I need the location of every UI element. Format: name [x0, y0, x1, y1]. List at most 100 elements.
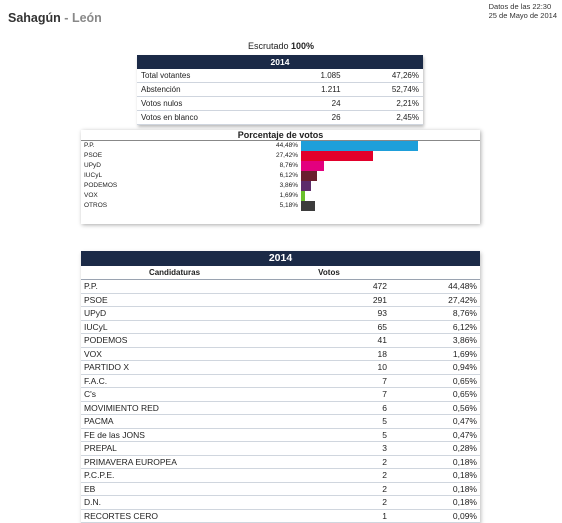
chart-row: PODEMOS 3,86% — [81, 181, 480, 191]
party-votes: 18 — [268, 347, 390, 361]
title-separator: - — [64, 11, 69, 25]
table-row: PACMA 5 0,47% — [81, 414, 480, 429]
municipality-name: Sahagún — [8, 11, 61, 25]
party-votes: 65 — [268, 320, 390, 334]
table-row: RECORTES CERO 1 0,09% — [81, 509, 480, 523]
chart-title: Porcentaje de votos — [81, 130, 480, 141]
table-row: PREPAL 3 0,28% — [81, 441, 480, 456]
party-percent: 8,76% — [390, 306, 480, 321]
party-name: PARTIDO X — [81, 360, 268, 375]
summary-label: Total votantes — [137, 69, 282, 83]
summary-count: 24 — [281, 96, 345, 111]
party-name: PODEMOS — [81, 333, 268, 348]
summary-percent: 52,74% — [344, 82, 423, 97]
summary-row: Total votantes 1.085 47,26% — [137, 69, 423, 83]
vote-percentage-chart: Porcentaje de votos P.P. 44,48% PSOE 27,42%… — [81, 130, 480, 224]
table-row: UPyD 93 8,76% — [81, 306, 480, 321]
chart-category-label: PSOE — [84, 152, 103, 159]
party-name: VOX — [81, 347, 268, 361]
party-percent: 6,12% — [390, 320, 480, 334]
party-percent: 0,56% — [390, 401, 480, 415]
table-row: PSOE 291 27,42% — [81, 293, 480, 307]
results-table: Candidaturas Votos P.P. 472 44,48% PSOE 291 2… — [81, 266, 480, 523]
party-votes: 2 — [268, 482, 390, 496]
chart-category-label: IUCyL — [84, 172, 103, 179]
party-percent: 0,09% — [390, 509, 480, 523]
results-year-header: 2014 — [81, 251, 480, 266]
summary-label: Abstención — [137, 82, 282, 97]
party-name: IUCyL — [81, 320, 268, 334]
party-votes: 5 — [268, 414, 390, 429]
col-header-percent — [390, 266, 480, 280]
party-percent: 1,69% — [390, 347, 480, 361]
table-row: IUCyL 65 6,12% — [81, 320, 480, 334]
party-percent: 44,48% — [390, 279, 480, 294]
party-name: P.C.P.E. — [81, 468, 268, 483]
party-percent: 0,65% — [390, 374, 480, 388]
turnout-summary-table: 2014 Total votantes 1.085 47,26% Abstención… — [137, 55, 423, 125]
chart-bar — [301, 181, 312, 191]
scrutiny-status: Escrutado 100% — [0, 41, 562, 51]
table-row: P.C.P.E. 2 0,18% — [81, 468, 480, 483]
chart-category-label: UPyD — [84, 162, 101, 169]
chart-value-label: 5,18% — [279, 202, 298, 209]
party-name: MOVIMIENTO RED — [81, 401, 268, 415]
chart-row: VOX 1,69% — [81, 191, 480, 201]
summary-percent: 2,45% — [344, 110, 423, 125]
party-name: RECORTES CERO — [81, 509, 268, 523]
summary-row: Votos en blanco 26 2,45% — [137, 110, 423, 125]
party-name: P.P. — [81, 279, 268, 294]
party-votes: 2 — [268, 495, 390, 510]
chart-value-label: 3,86% — [279, 182, 298, 189]
chart-bar — [301, 151, 373, 161]
page-title: Sahagún - León — [8, 11, 102, 25]
party-votes: 1 — [268, 509, 390, 523]
chart-value-label: 1,69% — [279, 192, 298, 199]
party-percent: 0,18% — [390, 455, 480, 469]
party-percent: 0,18% — [390, 482, 480, 496]
table-row: MOVIMIENTO RED 6 0,56% — [81, 401, 480, 415]
summary-count: 26 — [281, 110, 345, 125]
party-votes: 7 — [268, 387, 390, 402]
party-votes: 93 — [268, 306, 390, 321]
update-timestamp: Datos de las 22:30 25 de Mayo de 2014 — [489, 2, 557, 20]
col-header-candidaturas: Candidaturas — [81, 266, 268, 280]
summary-percent: 47,26% — [344, 69, 423, 83]
party-votes: 10 — [268, 360, 390, 375]
scrutiny-label: Escrutado — [247, 41, 289, 51]
table-row: C's 7 0,65% — [81, 387, 480, 402]
party-percent: 0,18% — [390, 495, 480, 510]
chart-value-label: 44,48% — [275, 142, 298, 149]
chart-bar — [301, 191, 306, 201]
party-votes: 2 — [268, 455, 390, 469]
summary-row: Abstención 1.211 52,74% — [137, 82, 423, 97]
chart-category-label: PODEMOS — [84, 182, 118, 189]
table-row: PARTIDO X 10 0,94% — [81, 360, 480, 375]
party-percent: 0,28% — [390, 441, 480, 456]
chart-row: UPyD 8,76% — [81, 161, 480, 171]
chart-value-label: 6,12% — [279, 172, 298, 179]
party-name: PREPAL — [81, 441, 268, 456]
party-name: C's — [81, 387, 268, 402]
party-name: PACMA — [81, 414, 268, 429]
party-name: FE de las JONS — [81, 428, 268, 442]
party-votes: 291 — [268, 293, 390, 307]
party-votes: 7 — [268, 374, 390, 388]
party-votes: 3 — [268, 441, 390, 456]
party-percent: 0,47% — [390, 414, 480, 429]
party-name: EB — [81, 482, 268, 496]
summary-row: Votos nulos 24 2,21% — [137, 96, 423, 111]
province-name: León — [71, 11, 102, 25]
chart-category-label: P.P. — [84, 142, 95, 149]
chart-value-label: 27,42% — [275, 152, 298, 159]
chart-category-label: OTROS — [84, 202, 108, 209]
party-name: D.N. — [81, 495, 268, 510]
party-name: F.A.C. — [81, 374, 268, 388]
summary-percent: 2,21% — [344, 96, 423, 111]
table-row: PODEMOS 41 3,86% — [81, 333, 480, 348]
party-percent: 27,42% — [390, 293, 480, 307]
chart-bar — [301, 201, 315, 211]
party-percent: 0,47% — [390, 428, 480, 442]
summary-year-header: 2014 — [137, 55, 423, 69]
chart-category-label: VOX — [84, 192, 98, 199]
